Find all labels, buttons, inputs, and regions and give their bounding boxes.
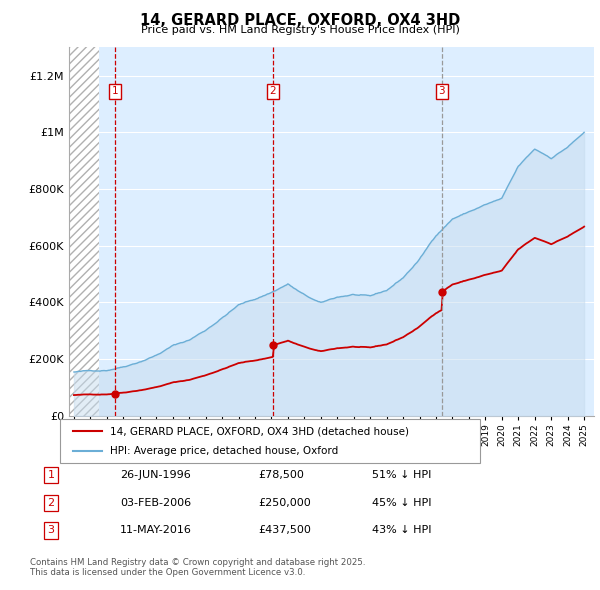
Text: 3: 3 <box>47 526 55 535</box>
Text: Price paid vs. HM Land Registry's House Price Index (HPI): Price paid vs. HM Land Registry's House … <box>140 25 460 35</box>
Text: 2: 2 <box>47 498 55 507</box>
Text: 14, GERARD PLACE, OXFORD, OX4 3HD (detached house): 14, GERARD PLACE, OXFORD, OX4 3HD (detac… <box>110 427 409 436</box>
Text: Contains HM Land Registry data © Crown copyright and database right 2025.
This d: Contains HM Land Registry data © Crown c… <box>30 558 365 577</box>
Text: 45% ↓ HPI: 45% ↓ HPI <box>372 498 431 507</box>
Text: 43% ↓ HPI: 43% ↓ HPI <box>372 526 431 535</box>
Text: £78,500: £78,500 <box>258 470 304 480</box>
Text: 51% ↓ HPI: 51% ↓ HPI <box>372 470 431 480</box>
Text: 26-JUN-1996: 26-JUN-1996 <box>120 470 191 480</box>
Text: 03-FEB-2006: 03-FEB-2006 <box>120 498 191 507</box>
Text: 2: 2 <box>269 87 276 96</box>
Text: 14, GERARD PLACE, OXFORD, OX4 3HD: 14, GERARD PLACE, OXFORD, OX4 3HD <box>140 13 460 28</box>
Text: 11-MAY-2016: 11-MAY-2016 <box>120 526 192 535</box>
Text: 3: 3 <box>439 87 445 96</box>
Text: £437,500: £437,500 <box>258 526 311 535</box>
Text: £250,000: £250,000 <box>258 498 311 507</box>
Bar <box>69 47 98 416</box>
FancyBboxPatch shape <box>60 419 480 463</box>
Text: HPI: Average price, detached house, Oxford: HPI: Average price, detached house, Oxfo… <box>110 446 338 455</box>
Text: 1: 1 <box>112 87 118 96</box>
Text: 1: 1 <box>47 470 55 480</box>
